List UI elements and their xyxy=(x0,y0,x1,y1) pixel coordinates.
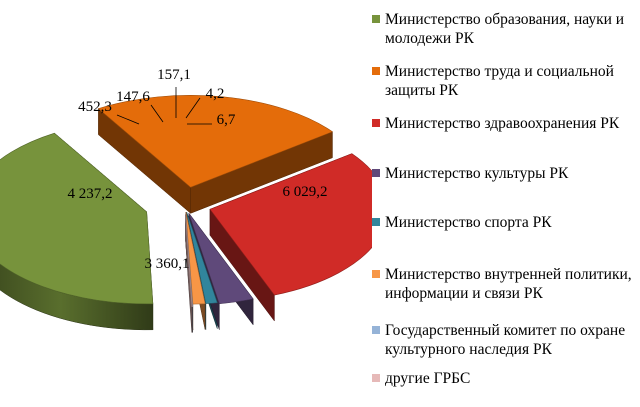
leader-line xyxy=(185,97,201,119)
legend-swatch xyxy=(372,270,380,278)
legend-label: Министерство спорта РК xyxy=(385,214,552,231)
pie-slice xyxy=(0,132,154,305)
chart-legend: Министерство образования, науки и молоде… xyxy=(372,0,640,402)
legend-label: другие ГРБС xyxy=(385,370,471,387)
legend-item: другие ГРБС xyxy=(372,369,638,388)
legend-item: Министерство спорта РК xyxy=(372,213,638,232)
legend-swatch xyxy=(372,218,380,226)
legend-label: Министерство образования, науки и молоде… xyxy=(385,11,625,47)
data-label: 157,1 xyxy=(157,67,191,83)
legend-label: Министерство труда и социальной защиты Р… xyxy=(385,63,614,99)
data-label: 4,2 xyxy=(206,86,225,102)
legend-label: Государственный комитет по охране культу… xyxy=(385,322,626,358)
legend-swatch xyxy=(372,15,380,23)
legend-swatch xyxy=(372,169,380,177)
legend-label: Министерство внутренней политики, информ… xyxy=(385,266,632,302)
data-label: 3 360,1 xyxy=(145,256,190,272)
leader-line xyxy=(150,104,164,123)
legend-item: Министерство внутренней политики, информ… xyxy=(372,265,638,303)
pie-slice xyxy=(188,212,254,305)
data-label: 4 237,2 xyxy=(68,186,113,202)
legend-item: Министерство здравоохранения РК xyxy=(372,114,638,133)
pie-slice xyxy=(186,212,218,304)
legend-item: Министерство труда и социальной защиты Р… xyxy=(372,62,638,100)
pie-slice xyxy=(97,95,334,188)
leader-line xyxy=(116,114,140,125)
legend-swatch xyxy=(372,326,380,334)
legend-item: Государственный комитет по охране культу… xyxy=(372,321,638,359)
data-label: 452,3 xyxy=(78,99,112,115)
legend-swatch xyxy=(372,374,380,382)
legend-label: Министерство культуры РК xyxy=(385,165,569,182)
pie-slice xyxy=(185,214,193,307)
data-label: 147,6 xyxy=(116,89,150,105)
legend-swatch xyxy=(372,67,380,75)
legend-item: Министерство культуры РК xyxy=(372,164,638,183)
legend-item: Министерство образования, науки и молоде… xyxy=(372,10,638,48)
legend-label: Министерство здравоохранения РК xyxy=(385,115,620,132)
data-label: 6,7 xyxy=(217,112,236,128)
legend-swatch xyxy=(372,119,380,127)
data-label: 6 029,2 xyxy=(283,184,328,200)
pie-slice xyxy=(185,212,206,305)
